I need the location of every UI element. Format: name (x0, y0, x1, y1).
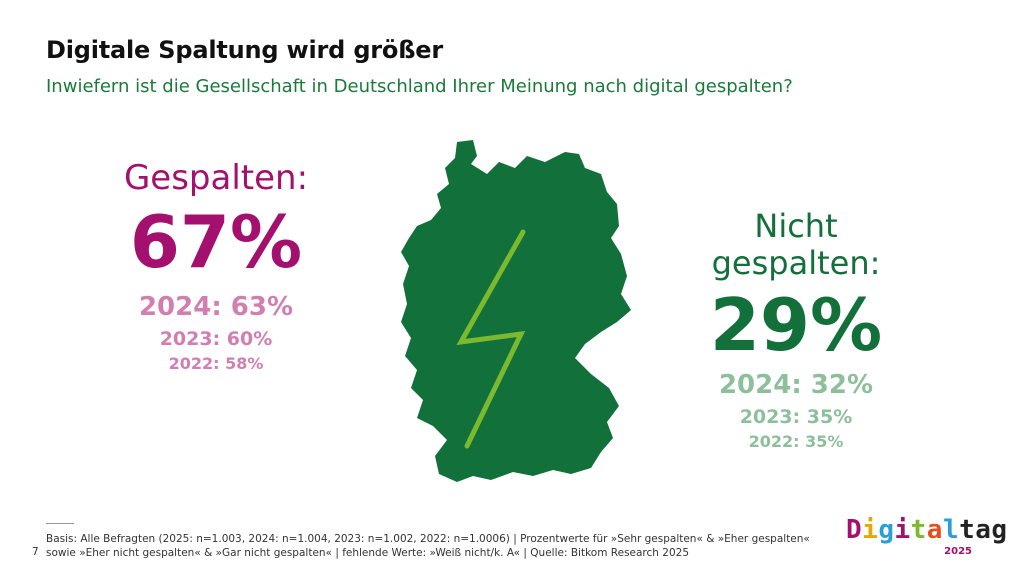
logo-letter: g (878, 515, 895, 545)
nicht-gespalten-label-line-1: Nicht (754, 207, 838, 245)
gespalten-prev-2022: 2022: 58% (168, 354, 264, 374)
gespalten-label: Gespalten: (123, 158, 309, 198)
logo-letter: i (862, 515, 879, 545)
gespalten-prev-2023: 2023: 60% (159, 328, 273, 351)
logo-wordmark: Digitaltag (846, 515, 1007, 545)
gespalten-value: 67% (129, 200, 303, 285)
digitaltag-logo: Digitaltag 2025 (846, 515, 1007, 560)
footnote: Basis: Alle Befragten (2025: n=1.003, 20… (46, 533, 810, 559)
logo-letter: g (991, 515, 1008, 545)
footnote-divider (46, 523, 74, 524)
logo-letter: a (975, 515, 992, 545)
logo-letter: i (894, 515, 911, 545)
logo-year: 2025 (944, 546, 972, 557)
nicht-gespalten-label-line-2: gespalten: (711, 243, 881, 282)
nicht-gespalten-label: Nicht gespalten: (686, 208, 906, 282)
logo-letter: l (942, 515, 960, 545)
page-subtitle: Inwiefern ist die Gesellschaft in Deutsc… (46, 76, 793, 97)
page-number: 7 (32, 546, 39, 558)
logo-letter: a (926, 515, 943, 545)
gespalten-prev-2024: 2024: 63% (138, 292, 294, 323)
lightning-bolt (456, 229, 526, 449)
nicht-gespalten-prev-2023: 2023: 35% (739, 406, 853, 429)
gespalten-block: Gespalten: 67% 2024: 63% 2023: 60% 2022:… (96, 158, 336, 374)
logo-letter: t (910, 515, 927, 545)
nicht-gespalten-prev-2022: 2022: 35% (748, 432, 844, 452)
page-title: Digitale Spaltung wird größer (46, 36, 443, 64)
germany-shape (401, 140, 631, 482)
nicht-gespalten-prev-2024: 2024: 32% (718, 370, 874, 401)
logo-letter: t (959, 515, 976, 545)
nicht-gespalten-value: 29% (709, 282, 883, 367)
germany-map-icon (401, 140, 631, 482)
logo-letter: D (846, 515, 863, 545)
nicht-gespalten-block: Nicht gespalten: 29% 2024: 32% 2023: 35%… (686, 208, 906, 452)
